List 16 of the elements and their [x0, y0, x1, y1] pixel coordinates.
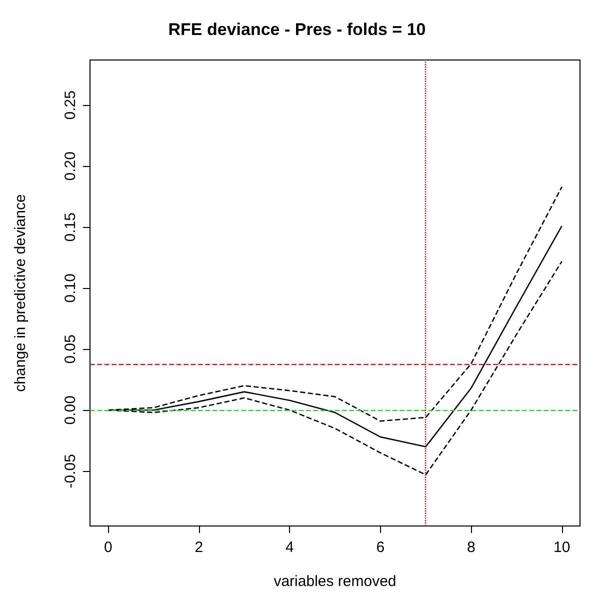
y-tick-label: 0.20 — [62, 152, 79, 181]
y-tick-label: 0.15 — [62, 212, 79, 242]
x-tick-label: 6 — [376, 539, 385, 556]
chart-title: RFE deviance - Pres - folds = 10 — [168, 20, 426, 39]
x-tick-label: 8 — [466, 539, 476, 556]
x-tick-label: 2 — [194, 539, 204, 556]
x-tick-label: 10 — [554, 539, 570, 556]
y-tick-label: -0.05 — [62, 454, 79, 488]
y-axis-title: change in predictive deviance — [12, 194, 29, 392]
y-tick-label: 0.10 — [62, 274, 79, 303]
y-tick-label: 0.00 — [62, 396, 79, 425]
x-tick-label: 0 — [104, 539, 112, 556]
x-tick-label: 4 — [285, 539, 294, 556]
y-tick-label: 0.05 — [62, 334, 79, 364]
x-axis-title: variables removed — [274, 573, 396, 590]
y-tick-label: 0.25 — [62, 90, 79, 120]
